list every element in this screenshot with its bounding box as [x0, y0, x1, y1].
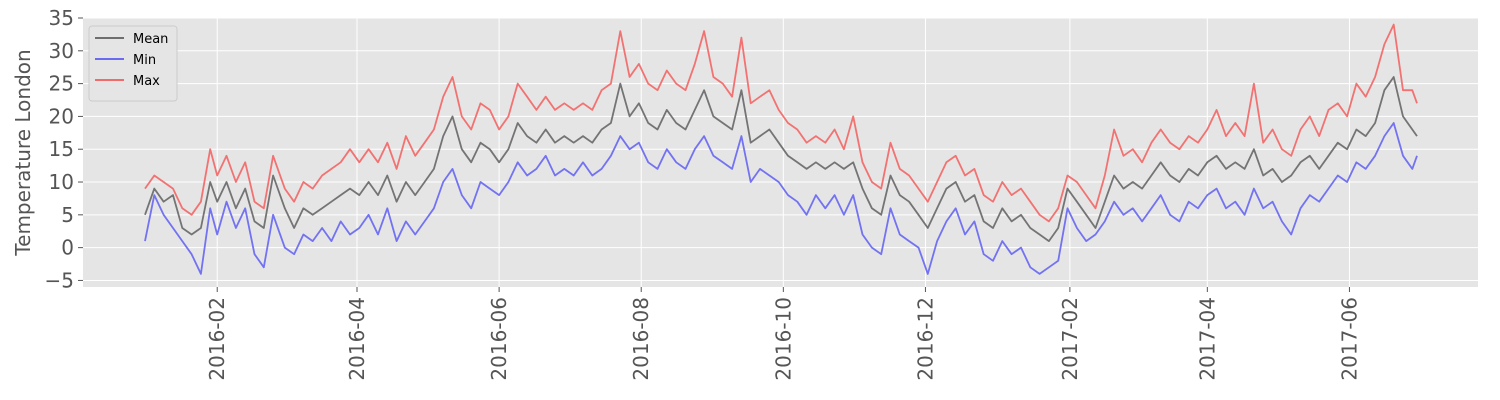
grid-lines	[83, 17, 1478, 287]
legend-label-max: Max	[133, 74, 160, 89]
x-tick-label: 2017-04	[1195, 297, 1219, 381]
y-axis-title: Temperature London	[11, 49, 35, 256]
x-tick-label: 2017-02	[1058, 297, 1082, 381]
legend: Mean Min Max	[88, 25, 178, 102]
plot-area	[83, 18, 1478, 287]
y-tick-label: 35	[49, 6, 74, 30]
x-tick-label: 2016-12	[913, 297, 937, 381]
y-tick-label: 25	[49, 72, 74, 96]
series-line-max	[144, 23, 1418, 223]
x-axis-ticks: 2016-02 2016-04 2016-06 2016-08 2016-10 2016-…	[205, 287, 1361, 381]
x-tick-label: 2016-06	[487, 297, 511, 381]
y-tick-label: −5	[45, 268, 74, 292]
y-tick-label: 20	[49, 104, 74, 128]
y-tick-label: 30	[49, 39, 74, 63]
y-axis-ticks: −5 0 5 10 15 20 25 30 35	[45, 6, 83, 292]
x-tick-label: 2017-06	[1337, 297, 1361, 381]
x-tick-label: 2016-04	[345, 297, 369, 381]
series-line-min	[144, 122, 1418, 275]
x-tick-label: 2016-10	[771, 297, 795, 381]
legend-label-min: Min	[133, 53, 156, 68]
legend-box	[88, 25, 178, 102]
y-tick-label: 0	[61, 236, 74, 260]
series-lines	[144, 23, 1418, 275]
x-tick-label: 2016-02	[205, 297, 229, 381]
y-tick-label: 10	[49, 170, 74, 194]
y-tick-label: 5	[61, 203, 74, 227]
series-line-mean	[144, 76, 1418, 242]
y-tick-label: 15	[49, 137, 74, 161]
legend-label-mean: Mean	[133, 32, 168, 47]
x-tick-label: 2016-08	[629, 297, 653, 381]
